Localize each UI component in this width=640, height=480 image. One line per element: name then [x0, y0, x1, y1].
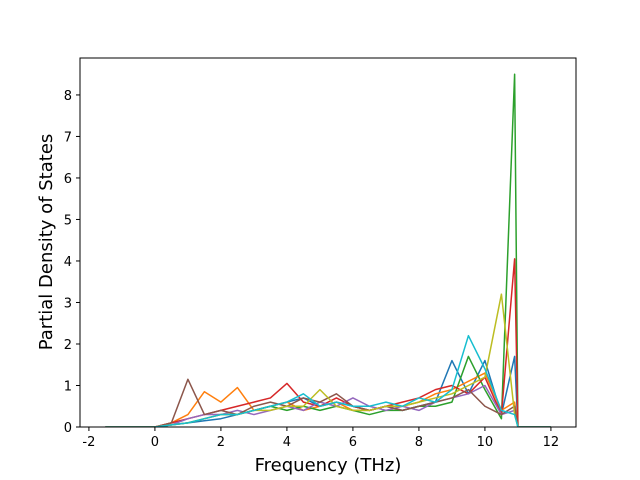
y-axis-label: Partial Density of States [36, 134, 57, 351]
plot-frame [79, 57, 577, 428]
x-tick-label: 0 [151, 435, 159, 450]
x-tick-label: 10 [477, 435, 494, 450]
series-line [105, 258, 551, 427]
y-tick-label: 8 [64, 89, 72, 104]
y-tick-label: 6 [64, 172, 72, 187]
y-tick-label: 4 [64, 255, 72, 270]
plot-lines [105, 73, 551, 427]
x-tick-label: 8 [415, 435, 423, 450]
x-tick-label: -2 [82, 435, 95, 450]
x-tick-label: 2 [217, 435, 225, 450]
y-tick-label: 0 [64, 421, 72, 436]
y-tick-label: 2 [64, 338, 72, 353]
y-tick-label: 3 [64, 296, 72, 311]
x-tick-label: 4 [283, 435, 291, 450]
y-tick-label: 7 [64, 130, 72, 145]
y-tick-label: 5 [64, 213, 72, 228]
x-tick-label: 6 [349, 435, 357, 450]
x-tick-label: 12 [543, 435, 560, 450]
x-axis-label: Frequency (THz) [255, 455, 402, 476]
series-line [105, 372, 551, 427]
series-line [105, 334, 551, 427]
y-tick-label: 1 [64, 379, 72, 394]
series-line [105, 384, 551, 427]
series-line [105, 378, 551, 427]
